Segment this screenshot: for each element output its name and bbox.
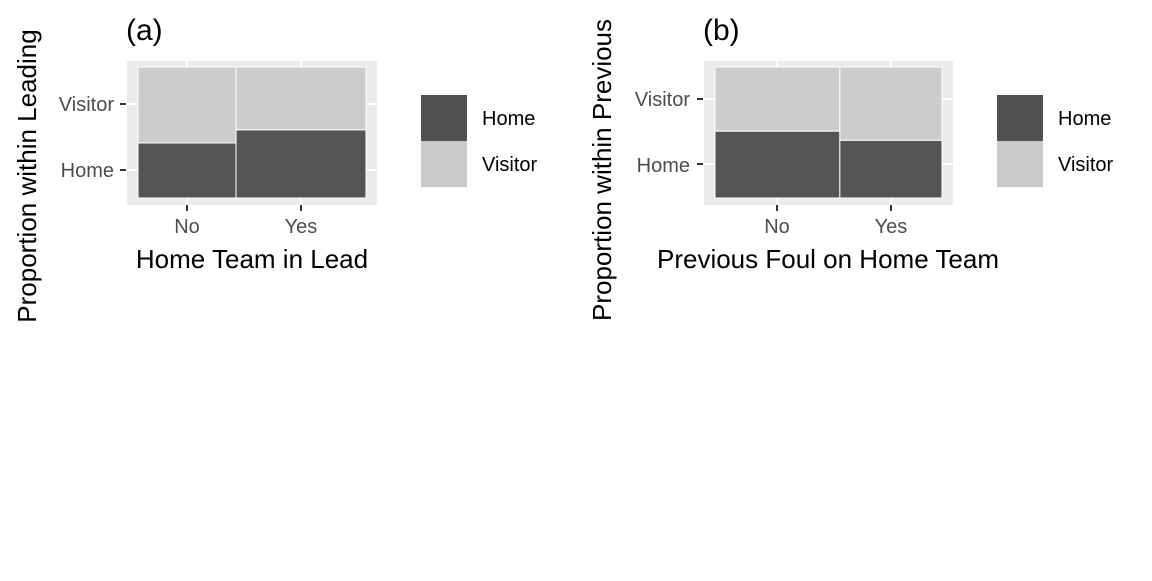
panel-a-ytick-visitor: Visitor bbox=[59, 94, 115, 116]
panel-b-bar-yes-home bbox=[839, 139, 943, 199]
panel-b-y-axis-label: Proportion within Previous bbox=[587, 19, 617, 321]
panel-b-xtick-yes: Yes bbox=[875, 216, 908, 238]
panel-b-legend-home-label: Home bbox=[1058, 108, 1111, 130]
panel-a-legend: Home Visitor bbox=[421, 95, 538, 187]
panel-a-ytick-home: Home bbox=[61, 160, 114, 182]
panel-a-xtick-no: No bbox=[174, 216, 200, 238]
panel-a-tag: (a) bbox=[126, 14, 163, 47]
panel-a-x-axis-label: Home Team in Lead bbox=[136, 244, 368, 274]
panel-b-tag: (b) bbox=[703, 14, 740, 47]
panel-b-bar-no-home bbox=[714, 130, 841, 199]
panel-b-x-axis-label: Previous Foul on Home Team bbox=[657, 244, 999, 274]
panel-a-bar-yes-home bbox=[235, 129, 367, 199]
panel-b-ytick-home: Home bbox=[637, 155, 690, 177]
panel-b-legend-visitor-label: Visitor bbox=[1058, 154, 1114, 176]
panel-b-y-ticks: Visitor Home bbox=[635, 89, 703, 177]
panel-a: (a) Proportion within Leading Visitor Ho… bbox=[12, 14, 538, 323]
panel-a-bar-no-visitor bbox=[137, 66, 237, 144]
panel-a-bar-no-home bbox=[137, 142, 237, 199]
panel-a-y-axis-label: Proportion within Leading bbox=[12, 29, 42, 322]
panel-a-legend-home-label: Home bbox=[482, 108, 535, 130]
panel-b-legend-home-swatch bbox=[997, 95, 1043, 141]
panel-b-bars bbox=[714, 66, 943, 199]
panel-b-x-ticks: No Yes bbox=[764, 205, 907, 238]
panel-a-legend-home-swatch bbox=[421, 95, 467, 141]
panel-b-xtick-no: No bbox=[764, 216, 790, 238]
panel-a-bar-yes-visitor bbox=[235, 66, 367, 131]
panel-a-xtick-yes: Yes bbox=[285, 216, 318, 238]
panel-b-bar-yes-visitor bbox=[839, 66, 943, 141]
panel-b: (b) Proportion within Previous Visitor H… bbox=[587, 14, 1114, 321]
panel-b-legend-visitor-swatch bbox=[997, 141, 1043, 187]
panel-a-bars bbox=[137, 66, 367, 199]
panel-b-ytick-visitor: Visitor bbox=[635, 89, 691, 111]
panel-b-bar-no-visitor bbox=[714, 66, 841, 132]
panel-a-legend-visitor-label: Visitor bbox=[482, 154, 538, 176]
panel-a-x-ticks: No Yes bbox=[174, 205, 317, 238]
panel-a-legend-visitor-swatch bbox=[421, 141, 467, 187]
panel-a-y-ticks: Visitor Home bbox=[59, 94, 126, 182]
panel-b-legend: Home Visitor bbox=[997, 95, 1114, 187]
